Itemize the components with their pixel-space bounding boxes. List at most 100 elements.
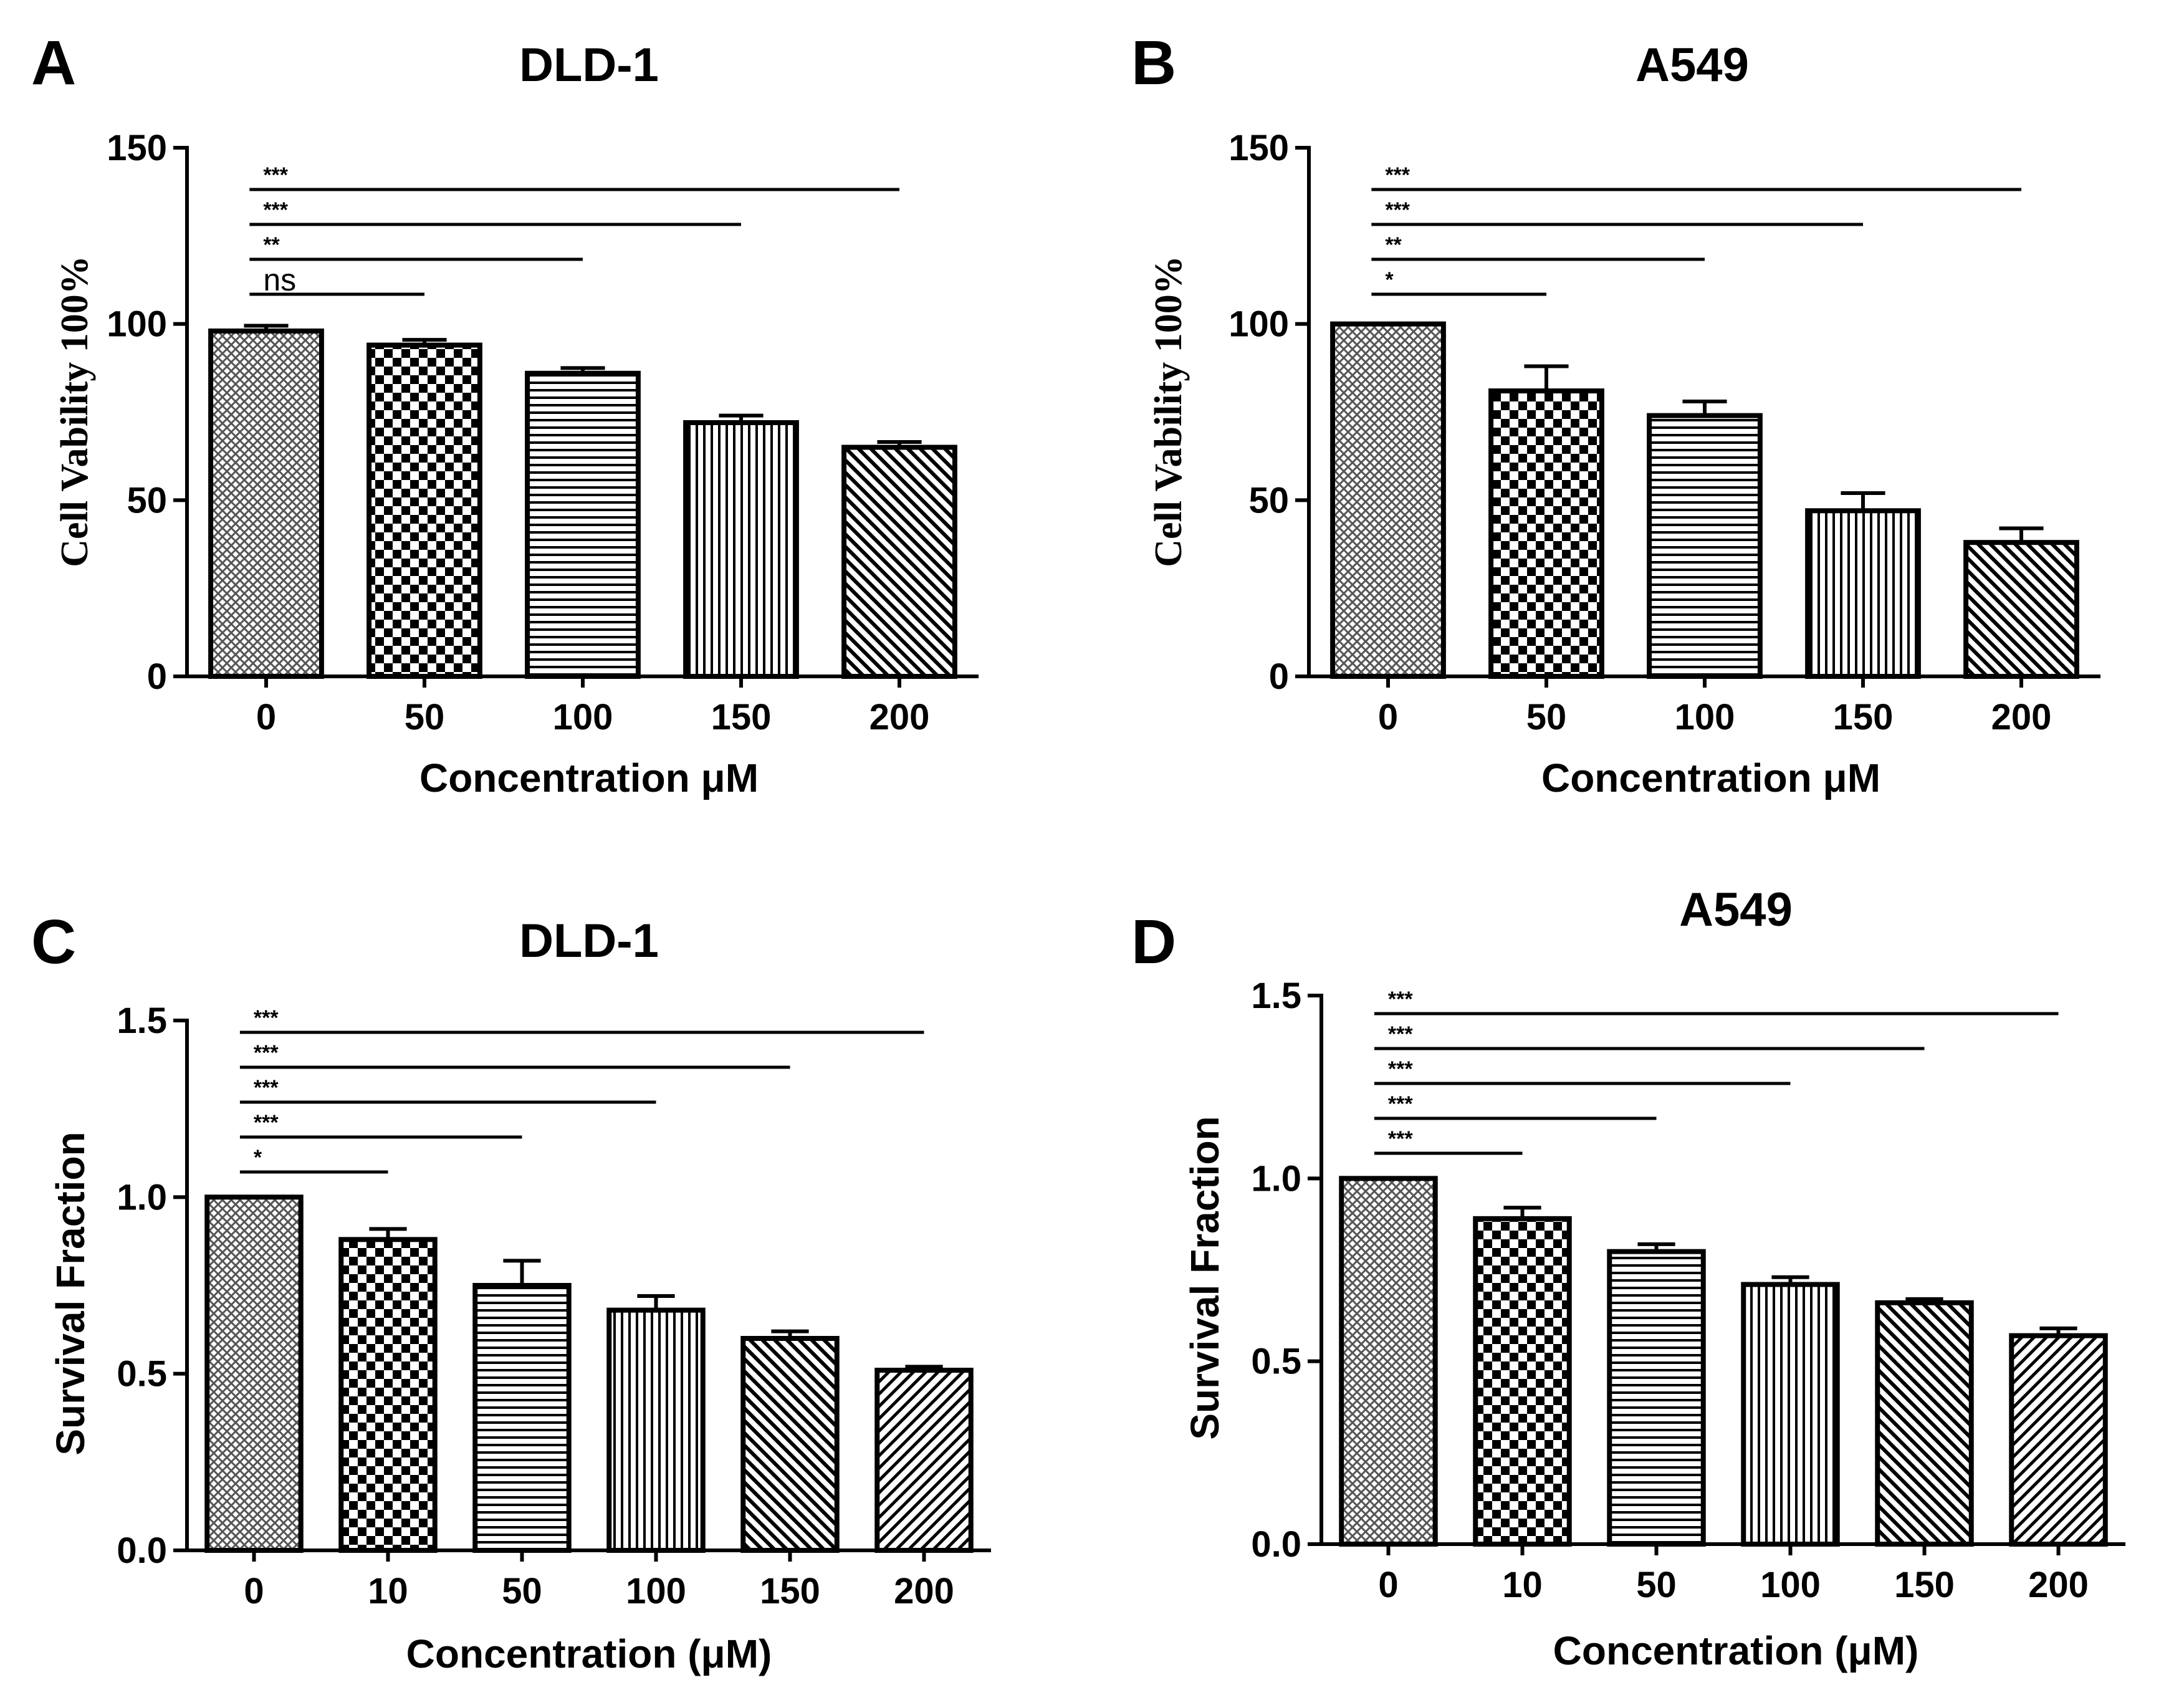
x-tick-label: 200 [1991,697,2052,737]
bar-0 [1330,321,1446,679]
y-tick-label: 100 [107,304,167,345]
bar-10 [1473,1216,1572,1547]
x-tick-label: 150 [711,697,772,737]
x-tick-label: 100 [553,697,613,737]
y-tick-label: 0 [147,656,167,697]
significance-label: *** [1388,987,1413,1011]
y-tick-label: 50 [1248,480,1289,521]
significance-label: *** [1385,198,1410,222]
y-tick-label: 1.0 [1251,1158,1301,1199]
significance-label: *** [254,1076,279,1100]
y-tick-label: 150 [1228,128,1289,168]
significance-label: *** [254,1111,279,1135]
panel-letter-a: A [31,28,76,98]
bar-150 [740,1336,840,1553]
bar-200 [874,1368,974,1553]
x-tick-label: 0 [256,697,276,737]
significance-label: * [254,1146,262,1169]
significance-label: ns [263,262,296,297]
y-tick-label: 0.0 [117,1530,167,1571]
panel-letter-c: C [31,907,76,977]
y-tick-label: 1.5 [117,1001,167,1041]
panel-a: A DLD-1 Cell Vability 100% Concentration… [31,28,979,800]
bar-50 [366,342,482,679]
x-tick-label: 50 [405,697,445,737]
significance-label: *** [1388,1127,1413,1151]
bar-50 [1488,388,1604,679]
panel-d: D A549 Survival Fraction Concentration (… [1131,883,2125,1673]
bar-100 [606,1307,706,1553]
x-axis-title: Concentration (μM) [1553,1628,1919,1673]
bar-10 [338,1237,438,1553]
x-tick-label: 0 [1378,1565,1398,1605]
y-tick-label: 100 [1228,304,1289,345]
panel-c: C DLD-1 Survival Fraction Concentration … [31,907,991,1676]
significance-label: * [1385,268,1394,292]
x-tick-label: 50 [1526,697,1567,737]
x-tick-label: 200 [894,1571,954,1611]
significance-label: *** [1385,163,1410,187]
x-tick-label: 100 [626,1571,686,1611]
y-tick-label: 0 [1269,656,1289,697]
bar-0 [208,328,324,679]
x-tick-label: 10 [1502,1565,1543,1605]
chart-title: A549 [1636,39,1749,92]
bar-100 [1741,1282,1840,1547]
significance-label: *** [263,198,288,222]
x-tick-label: 10 [368,1571,408,1611]
y-tick-label: 1.5 [1251,976,1301,1016]
x-tick-label: 150 [1894,1565,1955,1605]
chart-title: A549 [1679,883,1793,936]
chart-title: DLD-1 [519,39,659,92]
chart-title: DLD-1 [519,915,659,968]
plot-area: 0.00.51.01.50 10 50 100 150 200************* [117,1001,991,1611]
x-tick-label: 0 [244,1571,264,1611]
x-tick-label: 50 [502,1571,542,1611]
significance-label: ** [1385,233,1402,257]
x-tick-label: 200 [869,697,930,737]
panel-b: B A549 Cell Vability 100% Concentration … [1131,28,2100,800]
significance-label: *** [254,1006,279,1030]
y-tick-label: 1.0 [117,1177,167,1217]
bar-50 [1607,1249,1706,1547]
panel-letter-b: B [1131,28,1176,98]
bar-150 [683,420,799,679]
significance-label: *** [254,1041,279,1065]
bar-150 [1875,1300,1974,1547]
plot-area: 0.0 0.5 1.0 1.5 0 10 50 100 150 200 *** *** *** *** **… [1251,976,2125,1605]
bar-200 [1963,540,2079,679]
y-tick-label: 150 [107,128,167,168]
bar-150 [1805,508,1921,679]
bar-200 [2009,1333,2108,1547]
y-tick-label: 0.5 [117,1354,167,1395]
bar-200 [841,444,957,679]
x-tick-label: 100 [1675,697,1735,737]
y-tick-label: 0.0 [1251,1524,1301,1565]
significance-label: *** [1388,1092,1413,1116]
bar-100 [1647,413,1763,679]
significance-label: *** [263,163,288,187]
bar-50 [472,1283,572,1553]
bar-0 [204,1194,304,1553]
x-axis-title: Concentration μM [419,756,759,800]
y-axis-title: Survival Fraction [1182,1116,1227,1439]
x-tick-label: 100 [1760,1565,1821,1605]
y-tick-label: 0.5 [1251,1342,1301,1382]
y-axis-title: Survival Fraction [48,1131,93,1455]
bar-100 [525,370,641,679]
panel-letter-d: D [1131,907,1176,977]
significance-label: ** [263,233,280,257]
x-tick-label: 50 [1636,1565,1677,1605]
x-tick-label: 0 [1378,697,1398,737]
significance-label: *** [1388,1022,1413,1046]
y-axis-title: Cell Vability 100% [1147,256,1190,567]
y-tick-label: 50 [127,480,167,521]
x-axis-title: Concentration (μM) [406,1631,772,1676]
x-tick-label: 200 [2028,1565,2089,1605]
x-tick-label: 150 [1833,697,1894,737]
y-axis-title: Cell Vability 100% [54,256,96,567]
x-tick-label: 150 [760,1571,820,1611]
